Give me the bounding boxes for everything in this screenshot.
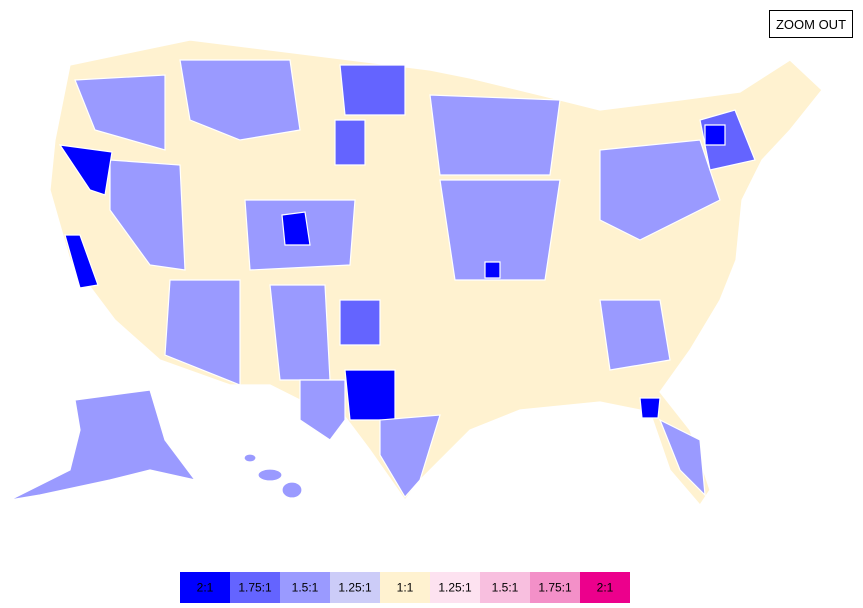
legend-swatch (530, 572, 580, 603)
region (269, 284, 331, 381)
hawaii (257, 468, 283, 482)
legend-label: 1.25:1 (438, 581, 472, 595)
legend-label: 1:1 (397, 581, 414, 595)
region (344, 369, 396, 421)
region (299, 379, 346, 441)
region (658, 418, 706, 497)
legend-swatch (330, 572, 380, 603)
region (439, 179, 561, 281)
legend-label: 1.5:1 (492, 581, 519, 595)
region (599, 299, 671, 371)
legend-swatch (230, 572, 280, 603)
region (379, 414, 441, 499)
region (484, 261, 501, 279)
region (334, 119, 366, 166)
region (339, 64, 406, 116)
region (704, 124, 726, 146)
region (281, 211, 311, 246)
region (639, 397, 661, 419)
legend-label: 1.75:1 (238, 581, 272, 595)
legend-label: 1.25:1 (338, 581, 372, 595)
legend-label: 2:1 (597, 581, 614, 595)
legend-label: 2:1 (197, 581, 214, 595)
legend-label: 1.5:1 (292, 581, 319, 595)
zoom-out-button[interactable]: ZOOM OUT (769, 10, 853, 38)
legend-swatch (380, 572, 430, 603)
legend: 2:1 1.75:1 1.5:1 1.25:1 1:1 1.25:1 1.5:1 1.75:1… (180, 572, 630, 603)
legend-swatch (180, 572, 230, 603)
map-regions (9, 39, 823, 506)
legend-swatch (280, 572, 330, 603)
region (64, 234, 99, 289)
legend-label: 1.75:1 (538, 581, 572, 595)
region (164, 279, 241, 386)
legend-swatch (430, 572, 480, 603)
region (58, 144, 113, 196)
region (429, 94, 561, 176)
legend-swatch (580, 572, 630, 603)
alaska (9, 389, 197, 501)
region (339, 299, 381, 346)
hawaii (281, 481, 303, 499)
region (74, 74, 166, 151)
legend-swatch (480, 572, 530, 603)
region (599, 139, 721, 241)
region (109, 159, 186, 271)
hawaii (243, 453, 257, 463)
region (179, 59, 301, 141)
